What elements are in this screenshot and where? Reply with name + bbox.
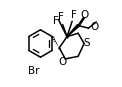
Text: O: O xyxy=(59,57,67,67)
Polygon shape xyxy=(67,25,79,37)
Text: F: F xyxy=(58,12,64,22)
Text: O: O xyxy=(80,10,88,20)
Text: Br: Br xyxy=(28,66,39,76)
Text: F: F xyxy=(71,10,77,20)
Text: O: O xyxy=(90,22,98,32)
Text: S: S xyxy=(83,38,90,48)
Text: F: F xyxy=(53,16,59,26)
